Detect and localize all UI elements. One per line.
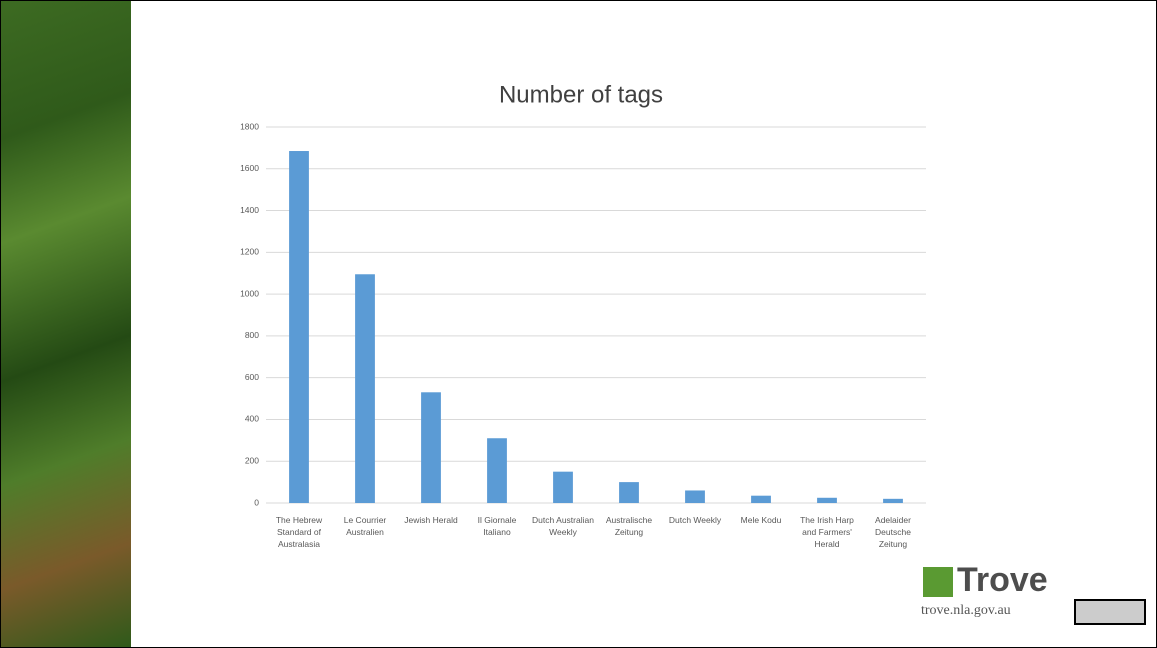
y-tick-label: 1600 [240,163,259,173]
decorative-image [1,1,131,647]
bar [619,482,639,503]
x-tick-label: Australische Zeitung [605,515,653,537]
y-tick-label: 600 [245,372,259,382]
logo-icon [923,567,953,597]
bar [355,274,375,503]
x-tick-label: The Hebrew Standard of Australasia [275,515,323,549]
y-tick-label: 0 [254,497,259,507]
bar [421,392,441,503]
y-tick-label: 400 [245,414,259,424]
y-tick-label: 1000 [240,288,259,298]
x-tick-label: Dutch Weekly [668,515,722,525]
x-tick-label: Le Courrier Australien [343,515,387,537]
bar [553,471,573,503]
bar [817,497,837,503]
bar [289,151,309,503]
bar [487,438,507,503]
y-tick-label: 200 [245,455,259,465]
license-badge [1074,599,1146,625]
x-tick-label: Adelaider Deutsche Zeitung [875,515,911,549]
y-tick-label: 1800 [240,121,259,131]
x-tick-label: Il Giornale Italiano [477,515,517,537]
y-tick-label: 1400 [240,205,259,215]
bar [883,498,903,503]
chart-title: Number of tags [499,81,663,108]
x-tick-label: The Irish Harp and Farmers' Herald [800,515,854,549]
y-tick-label: 800 [245,330,259,340]
x-tick-label: Mele Kodu [740,515,782,525]
x-tick-label: Jewish Herald [404,515,458,525]
logo-name: Trove [957,561,1048,599]
y-tick-label: 1200 [240,247,259,257]
x-tick-label: Dutch Australian Weekly [532,515,594,537]
bar [685,490,705,503]
logo-url: trove.nla.gov.au [921,603,1011,618]
bar [751,495,771,503]
